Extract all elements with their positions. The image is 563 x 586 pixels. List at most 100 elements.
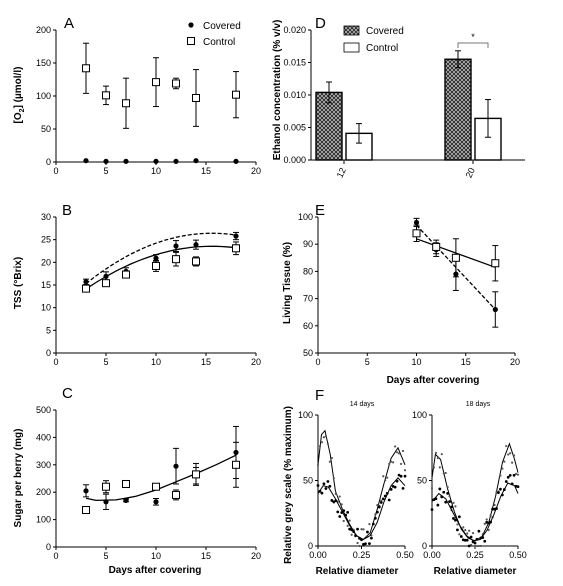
panel-f-1-point-a bbox=[454, 505, 457, 508]
panel-f-0-point-a bbox=[320, 441, 324, 444]
panel-f-1-point-b bbox=[444, 500, 448, 504]
panel-f-0-point-a bbox=[340, 503, 343, 506]
panel-f-0-point-a bbox=[388, 462, 391, 466]
panel-f-xlabel-right: Relative diameter bbox=[434, 566, 517, 577]
panel-d-legend: Covered Control bbox=[343, 25, 404, 54]
panel-a-covered-point bbox=[123, 158, 129, 164]
panel-e-x-tick-label: 5 bbox=[365, 357, 370, 367]
panel-d-y-tick-label: 0.020 bbox=[283, 25, 306, 35]
panel-e-covered-point bbox=[492, 306, 498, 313]
panel-f-0-point-a bbox=[399, 462, 403, 466]
panel-f-0-point-b bbox=[346, 510, 350, 514]
panel-b-x-tick-label: 0 bbox=[53, 357, 58, 367]
panel-e-x-tick-label: 15 bbox=[461, 357, 471, 367]
legend-control-label: Control bbox=[366, 43, 398, 54]
legend-covered-label: Covered bbox=[203, 21, 241, 32]
panel-b-covered-point bbox=[233, 233, 239, 239]
panel-f-0-point-b bbox=[332, 500, 336, 504]
panel-f-1-point-b bbox=[497, 491, 500, 495]
panel-f-1-point-b bbox=[430, 508, 434, 512]
panel-f-1-point-b bbox=[489, 520, 493, 524]
panel-a-control-point bbox=[82, 64, 90, 73]
panel-f-0-point-a bbox=[356, 541, 359, 545]
panel-f-1-point-b bbox=[454, 518, 457, 522]
panel-a-covered-point bbox=[233, 158, 239, 164]
panel-f-0-x-tick-label: 0.50 bbox=[396, 550, 414, 560]
panel-b-x-tick-label: 20 bbox=[251, 357, 261, 367]
panel-f-1-point-a bbox=[466, 532, 469, 535]
panel-f-1-y-tick-label: 100 bbox=[412, 410, 427, 420]
panel-b-covered-point bbox=[83, 279, 89, 285]
panel-f-1-point-a bbox=[477, 544, 481, 548]
panel-f-subtitle-18: 18 days bbox=[466, 401, 491, 408]
panel-f-1-point-a bbox=[434, 451, 438, 455]
panel-c-x-tick-label: 20 bbox=[251, 551, 261, 561]
panel-f-1-point-a bbox=[516, 473, 520, 476]
panel-b-y-tick-label: 5 bbox=[46, 325, 51, 335]
panel-f-0-point-a bbox=[395, 451, 399, 454]
panel-b-y-tick-label: 0 bbox=[46, 348, 51, 358]
panel-f-0-point-a bbox=[403, 469, 407, 472]
panel-c-y-tick-label: 300 bbox=[36, 460, 51, 470]
panel-f-0-point-a bbox=[401, 449, 405, 453]
panel-b-x-tick-label: 5 bbox=[103, 357, 108, 367]
panel-f-0-point-a bbox=[330, 456, 333, 460]
panel-a-x-tick-label: 0 bbox=[53, 166, 58, 176]
panel-c-x-tick-label: 15 bbox=[201, 551, 211, 561]
panel-f-0-point-b bbox=[326, 480, 330, 483]
panel-c-covered-point bbox=[83, 488, 89, 494]
panel-letter-f: F bbox=[315, 387, 324, 404]
panel-f-1-point-a bbox=[509, 452, 512, 455]
panel-f-0-point-b bbox=[401, 486, 405, 490]
panel-f-1-point-a bbox=[464, 529, 467, 532]
panel-f-0-point-b bbox=[334, 499, 338, 503]
panel-a-y-tick-label: 50 bbox=[41, 124, 51, 134]
panel-f-1-point-b bbox=[456, 528, 459, 532]
panel-e-control-point bbox=[451, 253, 460, 262]
panel-f-1-point-b bbox=[481, 536, 485, 539]
panel-f-0-point-b bbox=[389, 487, 393, 491]
panel-f-0-point-b bbox=[399, 474, 403, 478]
panel-f-1-point-a bbox=[458, 533, 461, 536]
panel-f-0-point-b bbox=[344, 513, 348, 517]
panel-f-1-point-b bbox=[434, 497, 438, 501]
panel-a-control-point bbox=[232, 90, 240, 99]
panel-f-0-point-b bbox=[342, 509, 346, 513]
panel-f-0-point-a bbox=[350, 533, 353, 536]
panel-b-control-point bbox=[152, 261, 160, 270]
panel-f-1-point-a bbox=[514, 472, 518, 475]
panel-b-y-tick-label: 25 bbox=[41, 235, 51, 245]
panel-e-ylabel: Living Tissue (%) bbox=[282, 242, 293, 324]
legend-control-swatch bbox=[343, 42, 360, 53]
panel-d-x-tick-label: 12 bbox=[335, 166, 348, 179]
panel-f-1-point-a bbox=[489, 514, 492, 517]
panel-f-1-point-a bbox=[475, 544, 479, 548]
panel-b-control-point bbox=[232, 244, 240, 253]
panel-a-covered-point bbox=[83, 158, 89, 164]
panel-f-1-point-b bbox=[495, 507, 498, 510]
panel-a-covered-point bbox=[173, 158, 179, 164]
panel-b-covered-point bbox=[153, 255, 159, 261]
panel-f-1-point-a bbox=[430, 487, 434, 490]
panel-f-0-point-a bbox=[384, 479, 387, 482]
panel-a-control-point bbox=[122, 99, 130, 108]
panel-d-x-tick-label: 20 bbox=[464, 166, 477, 179]
panel-d-y-tick-label: 0.005 bbox=[283, 123, 306, 133]
panel-f-0-point-a bbox=[392, 461, 395, 464]
panel-e-control-point bbox=[491, 259, 500, 268]
panel-a-ylabel: [O2] (µmol/l) bbox=[13, 67, 26, 124]
panel-f-0-point-b bbox=[316, 484, 320, 487]
panel-f-1-point-b bbox=[504, 480, 508, 483]
panel-f-0-point-b bbox=[368, 542, 371, 546]
panel-e-control-point bbox=[412, 229, 421, 238]
panel-a-control-point bbox=[152, 78, 160, 87]
panel-f-0-point-a bbox=[328, 460, 331, 463]
panel-c-covered-point bbox=[153, 499, 159, 505]
panel-f-0-point-b bbox=[318, 489, 322, 493]
panel-b-y-tick-label: 15 bbox=[41, 280, 51, 290]
panel-c-control-point bbox=[122, 479, 130, 488]
panel-f-1-point-b bbox=[450, 505, 453, 509]
panel-f-1-x-tick-label: 0.50 bbox=[509, 550, 527, 560]
panel-f-0-point-a bbox=[334, 492, 337, 495]
panel-f-0-point-b bbox=[350, 528, 354, 532]
